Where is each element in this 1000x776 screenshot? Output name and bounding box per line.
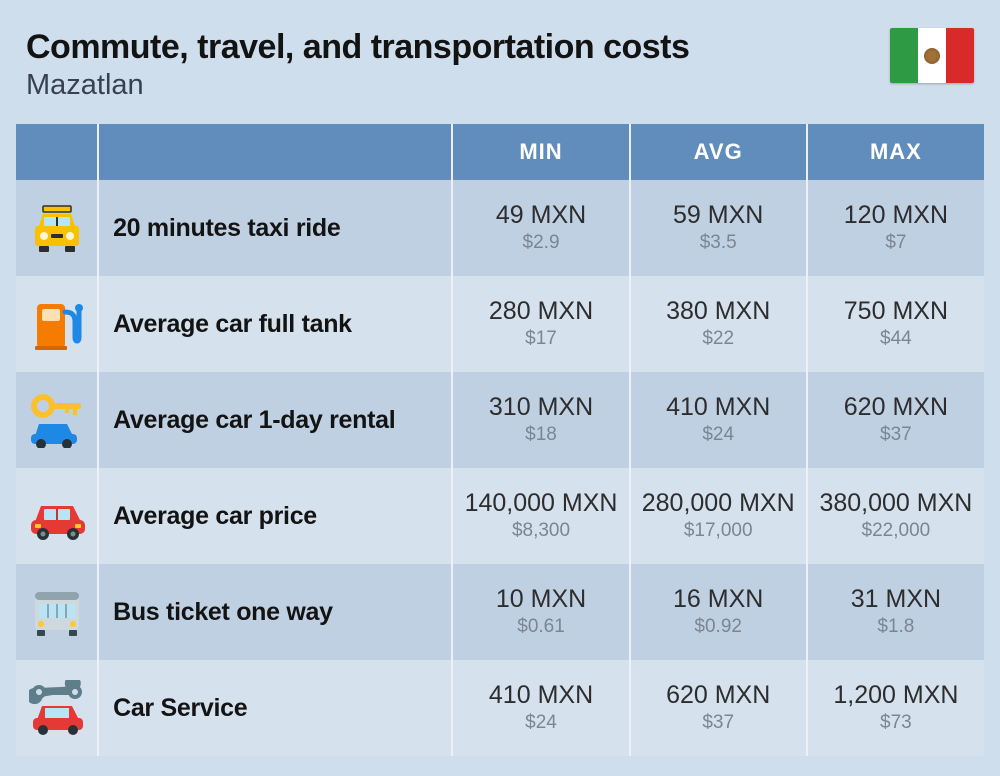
header: Commute, travel, and transportation cost… — [16, 28, 984, 124]
flag-icon — [890, 28, 974, 83]
car-key-icon — [17, 392, 96, 448]
price-local: 49 MXN — [454, 202, 627, 230]
price-local: 410 MXN — [454, 682, 627, 710]
row-label: Average car full tank — [98, 276, 452, 372]
price-local: 10 MXN — [454, 586, 627, 614]
th-avg: AVG — [630, 124, 807, 180]
table-row: 20 minutes taxi ride49 MXN$2.959 MXN$3.5… — [16, 180, 984, 276]
price-local: 1,200 MXN — [809, 682, 983, 710]
price-local: 380 MXN — [632, 298, 805, 326]
table-row: Car Service410 MXN$24620 MXN$371,200 MXN… — [16, 660, 984, 756]
price-local: 31 MXN — [809, 586, 983, 614]
cell-avg: 59 MXN$3.5 — [630, 180, 807, 276]
price-usd: $0.92 — [632, 616, 805, 638]
price-local: 380,000 MXN — [809, 490, 983, 518]
page-subtitle: Mazatlan — [26, 69, 689, 102]
flag-stripe-right — [946, 28, 974, 83]
price-usd: $2.9 — [454, 232, 627, 254]
cell-min: 49 MXN$2.9 — [452, 180, 629, 276]
cell-min: 280 MXN$17 — [452, 276, 629, 372]
price-local: 16 MXN — [632, 586, 805, 614]
cell-min: 410 MXN$24 — [452, 660, 629, 756]
row-icon-cell — [16, 564, 98, 660]
price-local: 280 MXN — [454, 298, 627, 326]
cell-avg: 410 MXN$24 — [630, 372, 807, 468]
price-usd: $22 — [632, 328, 805, 350]
price-usd: $73 — [809, 712, 983, 734]
cell-max: 380,000 MXN$22,000 — [807, 468, 984, 564]
th-max: MAX — [807, 124, 984, 180]
cell-max: 120 MXN$7 — [807, 180, 984, 276]
taxi-icon — [17, 200, 96, 256]
table-row: Average car price140,000 MXN$8,300280,00… — [16, 468, 984, 564]
row-label: Car Service — [98, 660, 452, 756]
price-local: 310 MXN — [454, 394, 627, 422]
cell-min: 140,000 MXN$8,300 — [452, 468, 629, 564]
cell-max: 750 MXN$44 — [807, 276, 984, 372]
title-block: Commute, travel, and transportation cost… — [26, 28, 689, 102]
price-local: 620 MXN — [809, 394, 983, 422]
th-blank-label — [98, 124, 452, 180]
bus-icon — [17, 584, 96, 640]
row-label: Average car 1-day rental — [98, 372, 452, 468]
row-icon-cell — [16, 660, 98, 756]
row-icon-cell — [16, 468, 98, 564]
price-usd: $44 — [809, 328, 983, 350]
cell-max: 620 MXN$37 — [807, 372, 984, 468]
row-label: Average car price — [98, 468, 452, 564]
cell-avg: 16 MXN$0.92 — [630, 564, 807, 660]
table-header-row: MIN AVG MAX — [16, 124, 984, 180]
flag-emblem-icon — [924, 48, 940, 64]
price-local: 120 MXN — [809, 202, 983, 230]
table-row: Average car 1-day rental310 MXN$18410 MX… — [16, 372, 984, 468]
price-usd: $17 — [454, 328, 627, 350]
price-usd: $24 — [454, 712, 627, 734]
cost-table: MIN AVG MAX 20 minutes taxi ride49 MXN$2… — [16, 124, 984, 756]
cell-max: 31 MXN$1.8 — [807, 564, 984, 660]
fuel-pump-icon — [17, 296, 96, 352]
row-label: Bus ticket one way — [98, 564, 452, 660]
red-car-icon — [17, 488, 96, 544]
row-icon-cell — [16, 276, 98, 372]
price-usd: $7 — [809, 232, 983, 254]
price-usd: $22,000 — [809, 520, 983, 542]
row-icon-cell — [16, 372, 98, 468]
price-local: 750 MXN — [809, 298, 983, 326]
flag-stripe-center — [918, 28, 946, 83]
price-local: 280,000 MXN — [632, 490, 805, 518]
price-usd: $24 — [632, 424, 805, 446]
price-usd: $37 — [632, 712, 805, 734]
price-usd: $8,300 — [454, 520, 627, 542]
cell-min: 310 MXN$18 — [452, 372, 629, 468]
table-row: Bus ticket one way10 MXN$0.6116 MXN$0.92… — [16, 564, 984, 660]
cell-avg: 620 MXN$37 — [630, 660, 807, 756]
price-usd: $18 — [454, 424, 627, 446]
table-row: Average car full tank280 MXN$17380 MXN$2… — [16, 276, 984, 372]
price-usd: $1.8 — [809, 616, 983, 638]
cell-max: 1,200 MXN$73 — [807, 660, 984, 756]
price-usd: $0.61 — [454, 616, 627, 638]
price-usd: $3.5 — [632, 232, 805, 254]
price-local: 620 MXN — [632, 682, 805, 710]
flag-stripe-left — [890, 28, 918, 83]
cell-min: 10 MXN$0.61 — [452, 564, 629, 660]
cell-avg: 280,000 MXN$17,000 — [630, 468, 807, 564]
price-local: 140,000 MXN — [454, 490, 627, 518]
price-usd: $37 — [809, 424, 983, 446]
row-icon-cell — [16, 180, 98, 276]
page-title: Commute, travel, and transportation cost… — [26, 28, 689, 67]
row-label: 20 minutes taxi ride — [98, 180, 452, 276]
wrench-car-icon — [17, 680, 96, 736]
th-blank-icon — [16, 124, 98, 180]
price-local: 59 MXN — [632, 202, 805, 230]
cell-avg: 380 MXN$22 — [630, 276, 807, 372]
price-local: 410 MXN — [632, 394, 805, 422]
th-min: MIN — [452, 124, 629, 180]
price-usd: $17,000 — [632, 520, 805, 542]
